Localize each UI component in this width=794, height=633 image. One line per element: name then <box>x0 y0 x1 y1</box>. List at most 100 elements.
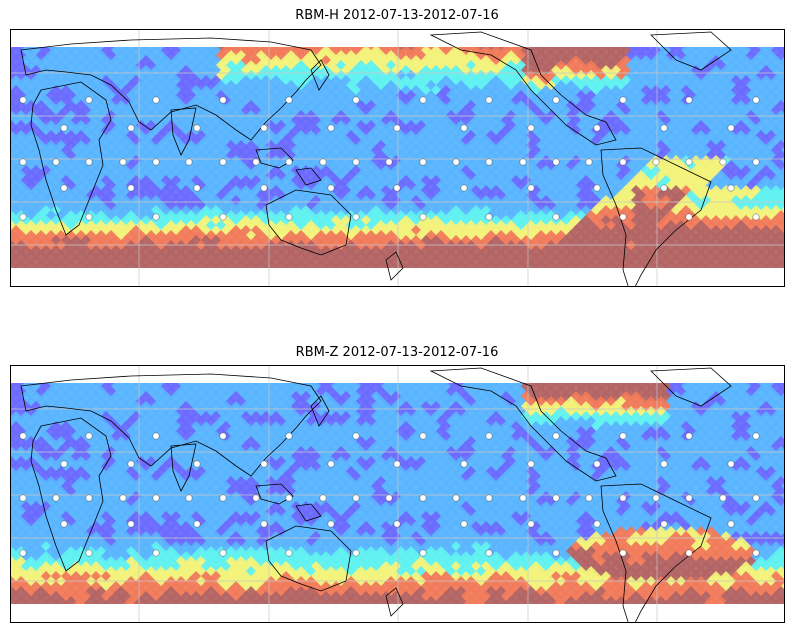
world-map-rbm-h <box>11 30 784 286</box>
station-marker <box>19 432 27 440</box>
station-marker <box>352 96 360 104</box>
station-marker <box>260 184 268 192</box>
station-marker <box>252 494 260 502</box>
station-marker <box>385 158 393 166</box>
station-marker <box>193 460 201 468</box>
station-marker <box>327 520 335 528</box>
station-marker <box>85 158 93 166</box>
station-marker <box>552 432 560 440</box>
station-marker <box>285 96 293 104</box>
station-marker <box>285 432 293 440</box>
station-marker <box>485 432 493 440</box>
station-marker <box>260 460 268 468</box>
station-marker <box>252 158 260 166</box>
station-marker <box>685 494 693 502</box>
coastlines <box>20 367 732 622</box>
station-marker <box>552 158 560 166</box>
coastlines <box>20 31 732 286</box>
station-marker <box>327 184 335 192</box>
station-marker <box>152 432 160 440</box>
station-marker <box>619 96 627 104</box>
station-marker <box>119 494 127 502</box>
station-marker <box>460 460 468 468</box>
data-tiles <box>11 47 784 268</box>
station-marker <box>593 460 601 468</box>
station-marker <box>752 213 760 221</box>
station-marker <box>485 158 493 166</box>
station-marker <box>60 184 68 192</box>
station-marker <box>219 494 227 502</box>
station-marker <box>727 460 735 468</box>
station-marker <box>60 460 68 468</box>
station-marker <box>260 124 268 132</box>
station-marker <box>352 158 360 166</box>
station-marker <box>460 520 468 528</box>
world-map-rbm-z <box>11 366 784 622</box>
station-marker <box>419 549 427 557</box>
station-marker <box>452 494 460 502</box>
station-marker <box>60 124 68 132</box>
station-marker <box>185 494 193 502</box>
station-marker <box>619 213 627 221</box>
station-marker <box>660 184 668 192</box>
station-marker <box>527 124 535 132</box>
map-panel-rbm-z[interactable] <box>10 365 785 623</box>
station-marker <box>185 158 193 166</box>
station-marker <box>219 158 227 166</box>
station-marker <box>60 520 68 528</box>
station-marker <box>527 460 535 468</box>
station-marker <box>19 549 27 557</box>
station-marker <box>219 213 227 221</box>
station-marker <box>519 494 527 502</box>
station-marker <box>52 158 60 166</box>
station-marker <box>352 213 360 221</box>
station-marker <box>385 494 393 502</box>
station-marker <box>85 549 93 557</box>
station-marker <box>552 213 560 221</box>
station-marker <box>85 432 93 440</box>
station-marker <box>119 158 127 166</box>
station-marker <box>660 124 668 132</box>
station-marker <box>152 96 160 104</box>
station-marker <box>327 460 335 468</box>
station-marker <box>127 184 135 192</box>
station-marker <box>327 124 335 132</box>
station-marker <box>452 158 460 166</box>
station-marker <box>727 184 735 192</box>
station-marker <box>219 432 227 440</box>
panel-title-rbm-h: RBM-H 2012-07-13-2012-07-16 <box>295 8 499 23</box>
data-tiles <box>11 383 784 604</box>
station-marker <box>685 549 693 557</box>
station-marker <box>152 213 160 221</box>
station-marker <box>52 494 60 502</box>
station-marker <box>752 96 760 104</box>
station-marker <box>485 213 493 221</box>
station-marker <box>285 494 293 502</box>
map-panel-rbm-h[interactable] <box>10 29 785 287</box>
station-marker <box>393 184 401 192</box>
station-marker <box>460 184 468 192</box>
station-marker <box>485 494 493 502</box>
station-marker <box>219 549 227 557</box>
station-marker <box>619 432 627 440</box>
station-marker <box>152 549 160 557</box>
station-marker <box>219 96 227 104</box>
station-marker <box>285 158 293 166</box>
station-marker <box>85 213 93 221</box>
panel-title-rbm-z: RBM-Z 2012-07-13-2012-07-16 <box>295 345 499 360</box>
station-marker <box>19 96 27 104</box>
station-marker <box>260 520 268 528</box>
station-marker <box>285 213 293 221</box>
station-marker <box>419 213 427 221</box>
station-marker <box>319 494 327 502</box>
station-marker <box>393 124 401 132</box>
station-marker <box>352 432 360 440</box>
station-marker <box>593 520 601 528</box>
station-marker <box>719 158 727 166</box>
station-marker <box>585 158 593 166</box>
station-marker <box>685 432 693 440</box>
station-marker <box>127 460 135 468</box>
station-marker-icon <box>19 96 760 221</box>
station-marker <box>152 158 160 166</box>
station-marker <box>285 549 293 557</box>
